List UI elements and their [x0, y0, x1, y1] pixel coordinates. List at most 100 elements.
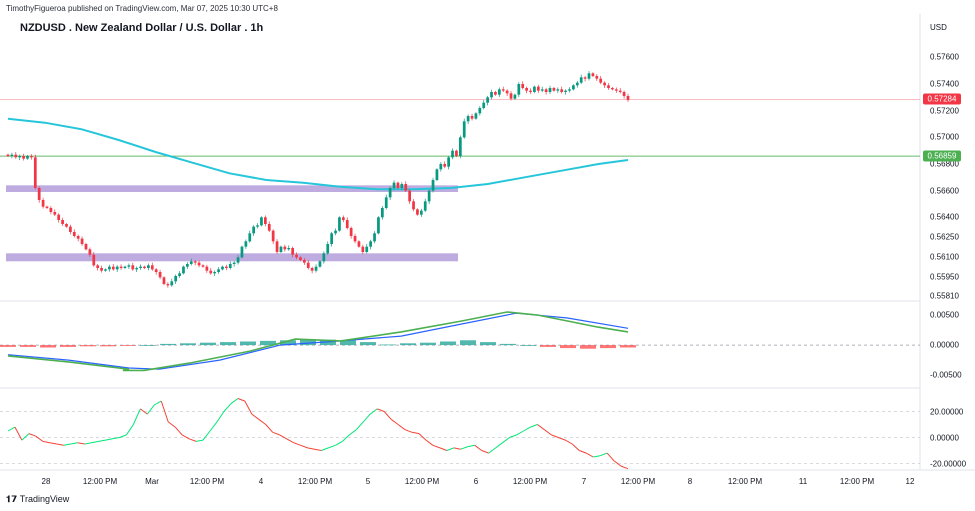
- oscillator-segment: [126, 424, 134, 436]
- oscillator-segment: [502, 437, 510, 444]
- candle-body: [338, 217, 341, 231]
- candle-body: [400, 184, 404, 188]
- candle-body: [341, 217, 345, 220]
- oscillator-segment: [195, 439, 204, 442]
- macd-histogram-bar: [560, 345, 576, 349]
- candle-body: [583, 77, 587, 79]
- macd-histogram-bar: [600, 345, 616, 349]
- candle-body: [377, 217, 380, 234]
- oscillator-segment: [439, 447, 448, 451]
- price-axis-tick: 0.56400: [930, 212, 959, 222]
- candle-body: [416, 209, 419, 215]
- macd-histogram-bar: [0, 345, 16, 347]
- oscillator-segment: [558, 437, 566, 441]
- oscillator-segment: [488, 447, 496, 454]
- oscillator-segment: [377, 408, 385, 412]
- time-axis-tick: 8: [687, 477, 693, 486]
- macd-histogram-bar: [100, 345, 116, 347]
- macd-histogram-bar: [480, 342, 496, 346]
- oscillator-segment: [35, 435, 44, 442]
- price-axis-tick: 0.56600: [930, 186, 959, 196]
- macd-histogram-bar: [500, 343, 516, 346]
- candle-body: [533, 86, 536, 92]
- macd-signal-line: [7, 312, 629, 370]
- candle-body: [540, 89, 544, 91]
- oscillator-segment: [369, 408, 378, 415]
- oscillator-segment: [188, 438, 197, 442]
- macd-histogram-bar: [360, 342, 376, 346]
- macd-histogram-bar: [260, 340, 276, 346]
- oscillator-segment: [355, 421, 364, 431]
- candle-body: [435, 169, 439, 180]
- oscillator-segment: [579, 450, 587, 454]
- macd-histogram-bar: [60, 345, 76, 347]
- candle-body: [318, 261, 322, 267]
- candle-body: [131, 265, 135, 270]
- candle-body: [614, 89, 618, 91]
- candle-body: [147, 265, 150, 268]
- candle-body: [439, 164, 443, 170]
- candle-body: [361, 246, 365, 252]
- candle-body: [579, 77, 583, 83]
- oscillator-segment: [418, 433, 427, 441]
- candle-body: [41, 200, 45, 207]
- candle-body: [595, 76, 599, 79]
- oscillator-segment: [383, 411, 392, 420]
- time-axis-tick: 6: [473, 477, 479, 486]
- candle-body: [299, 257, 302, 260]
- macd-histogram-bar: [400, 343, 416, 346]
- candle-body: [182, 266, 185, 274]
- macd-axis-tick: 0.00000: [930, 340, 959, 350]
- oscillator-segment: [620, 465, 629, 470]
- candle-body: [603, 82, 606, 86]
- oscillator-segment: [349, 429, 357, 436]
- oscillator-segment: [112, 437, 120, 440]
- candle-body: [369, 241, 373, 247]
- oscillator-segment: [530, 424, 538, 428]
- candle-body: [470, 116, 474, 119]
- macd-histogram-bar: [200, 342, 216, 346]
- oscillator-segment: [202, 430, 211, 441]
- oscillator-segment: [314, 448, 322, 451]
- candle-body: [353, 236, 357, 242]
- candle-body: [127, 265, 131, 267]
- candle-body: [252, 226, 256, 234]
- candle-body: [310, 268, 314, 271]
- price-axis-tick: 0.56100: [930, 252, 959, 262]
- oscillator-segment: [390, 418, 399, 425]
- candle-body: [334, 230, 337, 234]
- macd-histogram-bar: [580, 345, 596, 349]
- macd-histogram-bar: [420, 342, 436, 346]
- macd-histogram-bar: [180, 343, 196, 346]
- candle-body: [536, 86, 540, 91]
- candle-body: [61, 220, 64, 224]
- candle-body: [365, 246, 369, 252]
- candle-body: [564, 90, 567, 92]
- oscillator-segment: [599, 452, 608, 457]
- candle-body: [37, 188, 41, 200]
- candle-body: [345, 220, 349, 228]
- candle-body: [108, 266, 111, 270]
- candle-body: [221, 266, 224, 270]
- oscillator-segment: [21, 433, 30, 441]
- level-price-label: 0.56859: [923, 150, 961, 162]
- candle-body: [314, 266, 318, 271]
- candle-body: [197, 262, 201, 266]
- candle-body: [509, 93, 513, 99]
- oscillator-segment: [335, 440, 343, 446]
- oscillator-segment: [432, 444, 441, 449]
- chart-title: NZDUSD . New Zealand Dollar / U.S. Dolla…: [20, 22, 264, 34]
- oscillator-segment: [362, 413, 371, 423]
- time-axis-tick: 28: [41, 477, 51, 486]
- candle-body: [497, 89, 501, 95]
- zone-band: [6, 185, 458, 192]
- candle-body: [205, 266, 209, 271]
- time-axis-tick: 12:00 PM: [189, 477, 225, 486]
- candle-body: [240, 246, 244, 258]
- macd-histogram-bar: [80, 345, 96, 347]
- oscillator-segment: [279, 434, 287, 440]
- currency-label: USD: [930, 23, 947, 32]
- candle-body: [201, 265, 205, 267]
- macd-histogram-bar: [380, 344, 396, 346]
